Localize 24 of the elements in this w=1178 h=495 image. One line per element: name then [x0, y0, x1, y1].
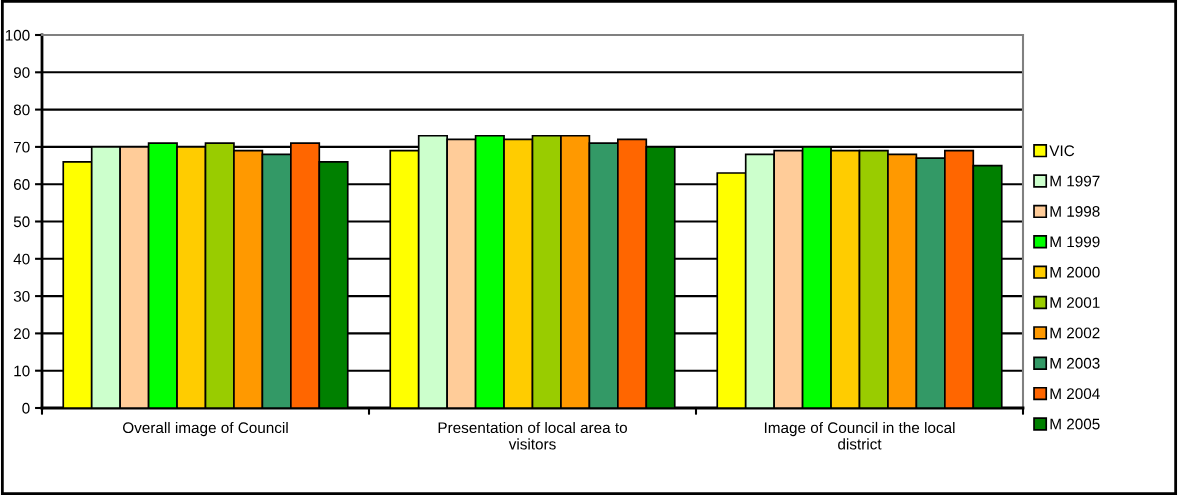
legend-label: M 2004: [1050, 388, 1100, 400]
y-tick-label: 20: [13, 328, 30, 340]
y-tick-label: 30: [13, 290, 30, 302]
legend-label: M 1997: [1050, 175, 1100, 187]
y-tick-label: 50: [13, 216, 30, 228]
legend-label: M 2001: [1050, 297, 1100, 308]
legend-label: M 2005: [1050, 418, 1100, 430]
y-tick-label: 70: [13, 141, 30, 153]
y-tick-label: 90: [13, 67, 30, 78]
y-tick-label: 80: [13, 104, 30, 116]
y-tick-label: 40: [13, 253, 30, 265]
legend-label: M 2003: [1050, 357, 1100, 369]
y-tick-label: 100: [5, 29, 30, 41]
legend-label: M 1999: [1050, 236, 1100, 248]
legend-label: M 2000: [1050, 266, 1100, 278]
x-tick-label: Presentation of local area to visitors: [438, 421, 627, 450]
legend-label: M 1998: [1050, 206, 1100, 217]
x-tick-label: Overall image of Council: [123, 421, 288, 437]
y-tick-label: 10: [14, 365, 30, 377]
x-tick-label: Image of Council in the local district: [764, 421, 955, 450]
legend-label: M 2002: [1050, 327, 1100, 339]
y-tick-label: 0: [22, 402, 30, 414]
legend-label: VIC: [1049, 145, 1075, 157]
y-tick-label: 60: [13, 179, 30, 190]
